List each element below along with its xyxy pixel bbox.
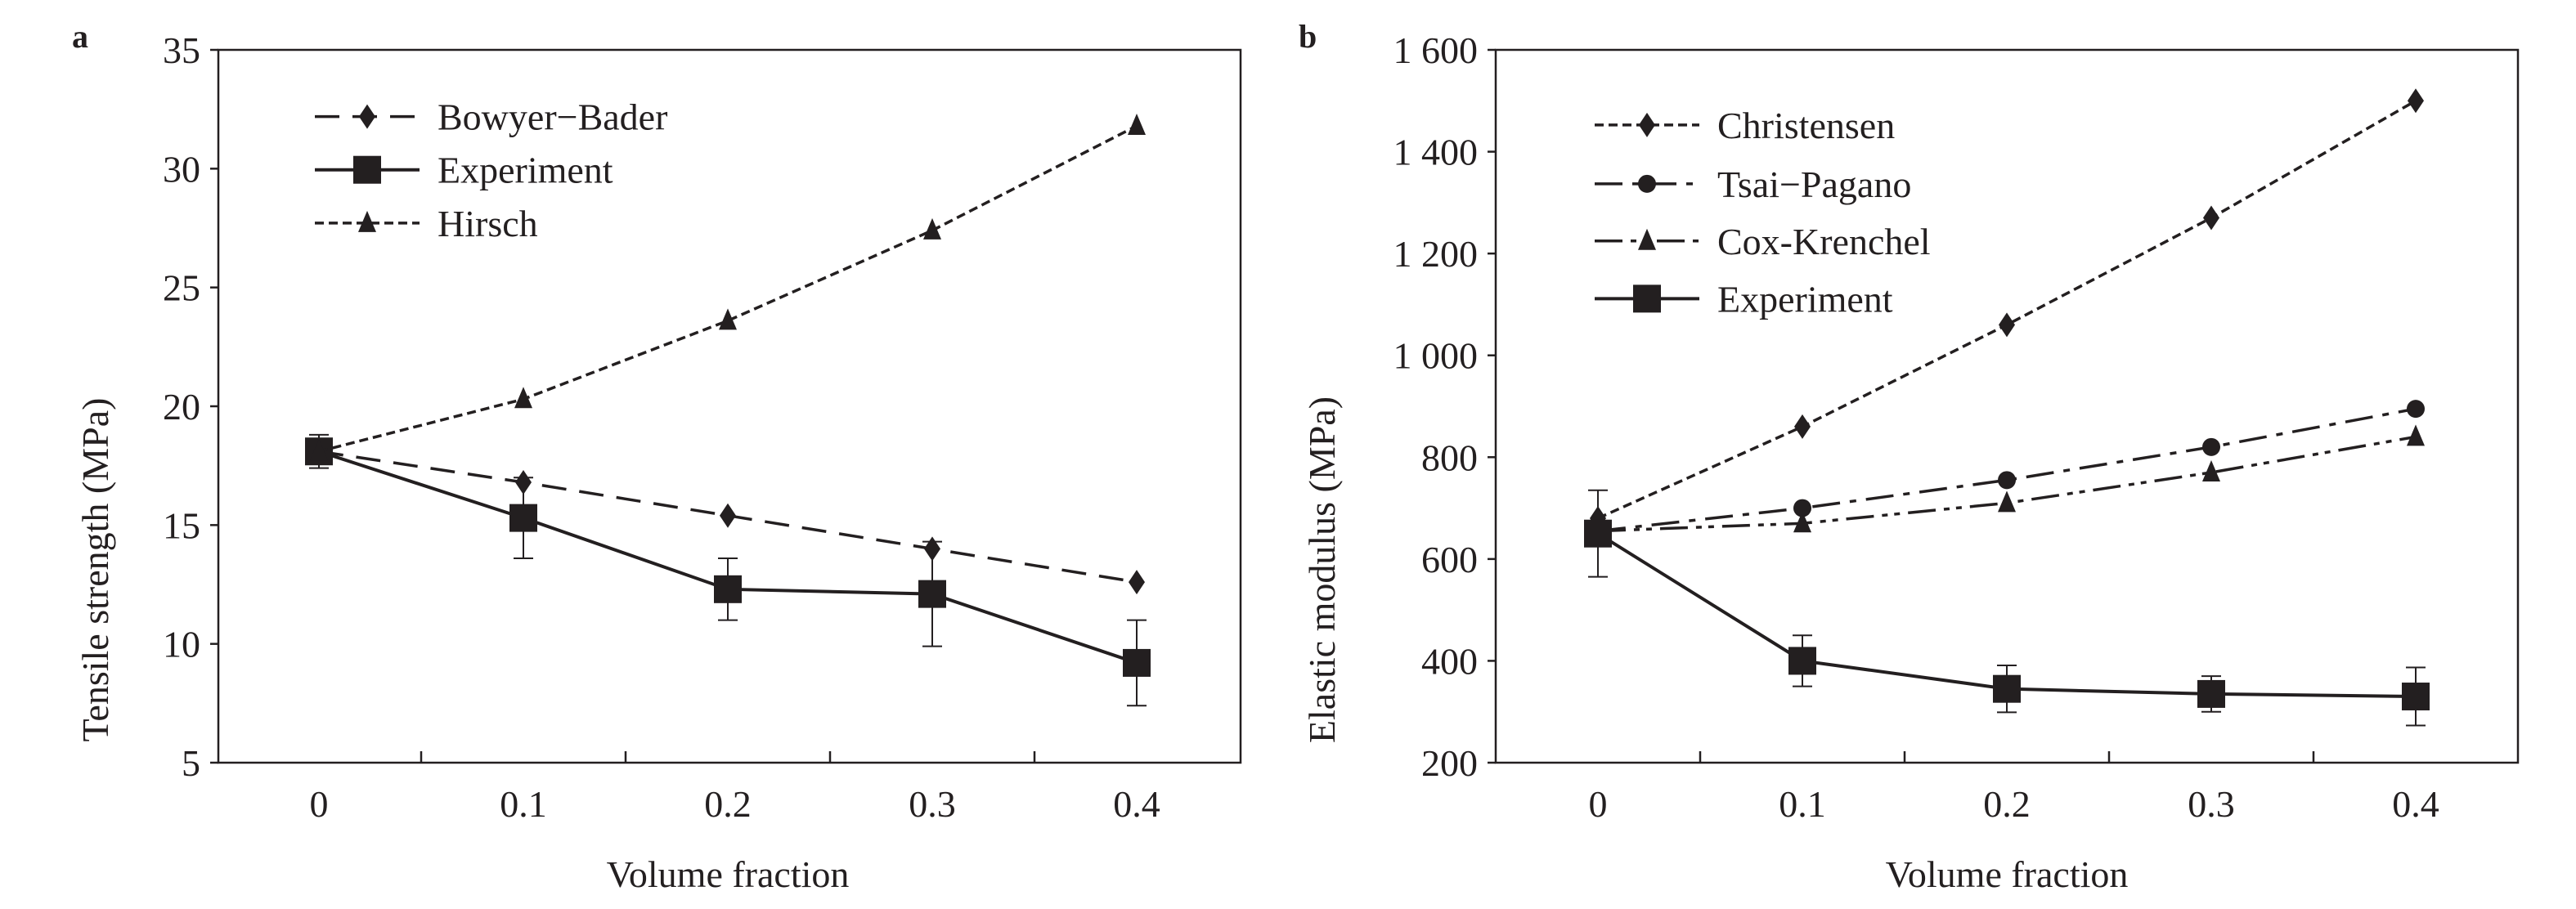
x-axis-label-b: Volume fraction	[1886, 853, 2129, 895]
y-axis-label-b: Elastic modulus (MPa)	[1301, 396, 1343, 743]
data-point	[1999, 312, 2015, 338]
plot-frame-b	[1494, 48, 2520, 764]
y-tick-label: 25	[163, 267, 200, 309]
legend-label: Cox-Krenchel	[1717, 221, 1931, 262]
legend-item: Hirsch	[315, 203, 538, 244]
y-tick-label: 35	[163, 29, 200, 71]
data-point	[1794, 414, 1811, 439]
chart-b: b Volume fraction Elastic modulus (MPa) …	[1299, 18, 2520, 895]
legend-marker	[353, 155, 381, 184]
legend-item: Tsai−Pagano	[1595, 163, 1911, 205]
data-point	[1584, 519, 1612, 548]
legend-label: Bowyer−Bader	[438, 96, 667, 138]
data-point	[1128, 114, 1146, 136]
y-tick-label: 10	[163, 624, 200, 665]
series-line	[318, 450, 1138, 665]
y-tick-label: 800	[1421, 437, 1478, 478]
legend-label: Tsai−Pagano	[1717, 163, 1911, 205]
series-experiment	[305, 433, 1151, 707]
x-tick-label: 0.1	[500, 783, 547, 825]
y-tick-label: 20	[163, 386, 200, 428]
legend-item: Cox-Krenchel	[1595, 221, 1931, 262]
y-axis-label-a: Tensile strength (MPa)	[74, 398, 116, 742]
y-tick-label: 30	[163, 148, 200, 190]
x-tick-label: 0	[310, 783, 329, 825]
data-point	[2407, 400, 2425, 419]
data-point	[2408, 88, 2424, 114]
data-point	[714, 575, 742, 603]
data-point	[1788, 647, 1816, 675]
data-point	[2407, 424, 2425, 446]
series-christensen	[1590, 88, 2424, 531]
x-tick-label: 0.1	[1779, 783, 1826, 825]
data-point	[310, 439, 328, 461]
data-point	[719, 308, 737, 330]
series-tsai-pagano	[1589, 400, 2425, 540]
chart-a: a Volume fraction Tensile strength (MPa)…	[72, 18, 1242, 895]
legend-marker	[1638, 174, 1656, 193]
legend-item: Experiment	[1595, 278, 1893, 320]
series-line	[1597, 407, 2417, 533]
legend-item: Christensen	[1595, 105, 1895, 146]
data-point	[1998, 490, 2016, 513]
x-tick-label: 0.4	[2392, 783, 2439, 825]
data-point	[1998, 471, 2016, 490]
legend-marker	[358, 210, 376, 232]
series-line	[318, 124, 1138, 453]
data-point	[2402, 683, 2430, 711]
data-point	[1993, 674, 2021, 703]
data-point	[2202, 459, 2220, 481]
legend-marker	[1639, 112, 1655, 137]
x-axis-label-a: Volume fraction	[607, 853, 850, 895]
data-point	[918, 580, 946, 608]
legend-marker	[1638, 228, 1656, 250]
x-tick-label: 0.2	[1983, 783, 2031, 825]
legend-item: Experiment	[315, 150, 613, 191]
data-point	[2202, 437, 2220, 456]
data-point	[2203, 205, 2219, 231]
y-tick-label: 1 400	[1393, 132, 1479, 173]
x-tick-label: 0	[1589, 783, 1608, 825]
y-tick-label: 1 000	[1393, 335, 1479, 377]
data-point	[2197, 679, 2225, 708]
x-tick-label: 0.4	[1113, 783, 1160, 825]
legend-marker	[1633, 284, 1661, 313]
y-tick-label: 1 600	[1393, 29, 1479, 71]
series-experiment	[1584, 489, 2430, 727]
y-tick-label: 15	[163, 504, 200, 546]
data-point	[1129, 570, 1145, 595]
legend-label: Experiment	[1717, 278, 1893, 320]
data-point	[720, 503, 736, 528]
data-point	[1793, 499, 1811, 517]
legend-item: Bowyer−Bader	[315, 96, 667, 138]
y-tick-label: 200	[1421, 742, 1478, 784]
data-point	[923, 217, 941, 240]
data-point	[514, 387, 532, 409]
legend-marker	[359, 104, 375, 129]
x-tick-label: 0.2	[704, 783, 752, 825]
series-hirsch	[310, 114, 1146, 461]
data-point	[1793, 511, 1811, 533]
legend-label: Experiment	[438, 150, 613, 191]
panel-label-b: b	[1299, 18, 1317, 55]
y-tick-label: 600	[1421, 539, 1478, 580]
data-point	[509, 504, 537, 532]
y-tick-label: 1 200	[1393, 233, 1479, 275]
panel-label-a: a	[72, 18, 88, 55]
legend-label: Christensen	[1717, 105, 1895, 146]
x-tick-label: 0.3	[2188, 783, 2235, 825]
data-point	[1123, 648, 1151, 677]
legend-label: Hirsch	[438, 203, 538, 244]
x-tick-label: 0.3	[909, 783, 956, 825]
y-tick-label: 400	[1421, 640, 1478, 682]
y-tick-label: 5	[182, 742, 200, 784]
